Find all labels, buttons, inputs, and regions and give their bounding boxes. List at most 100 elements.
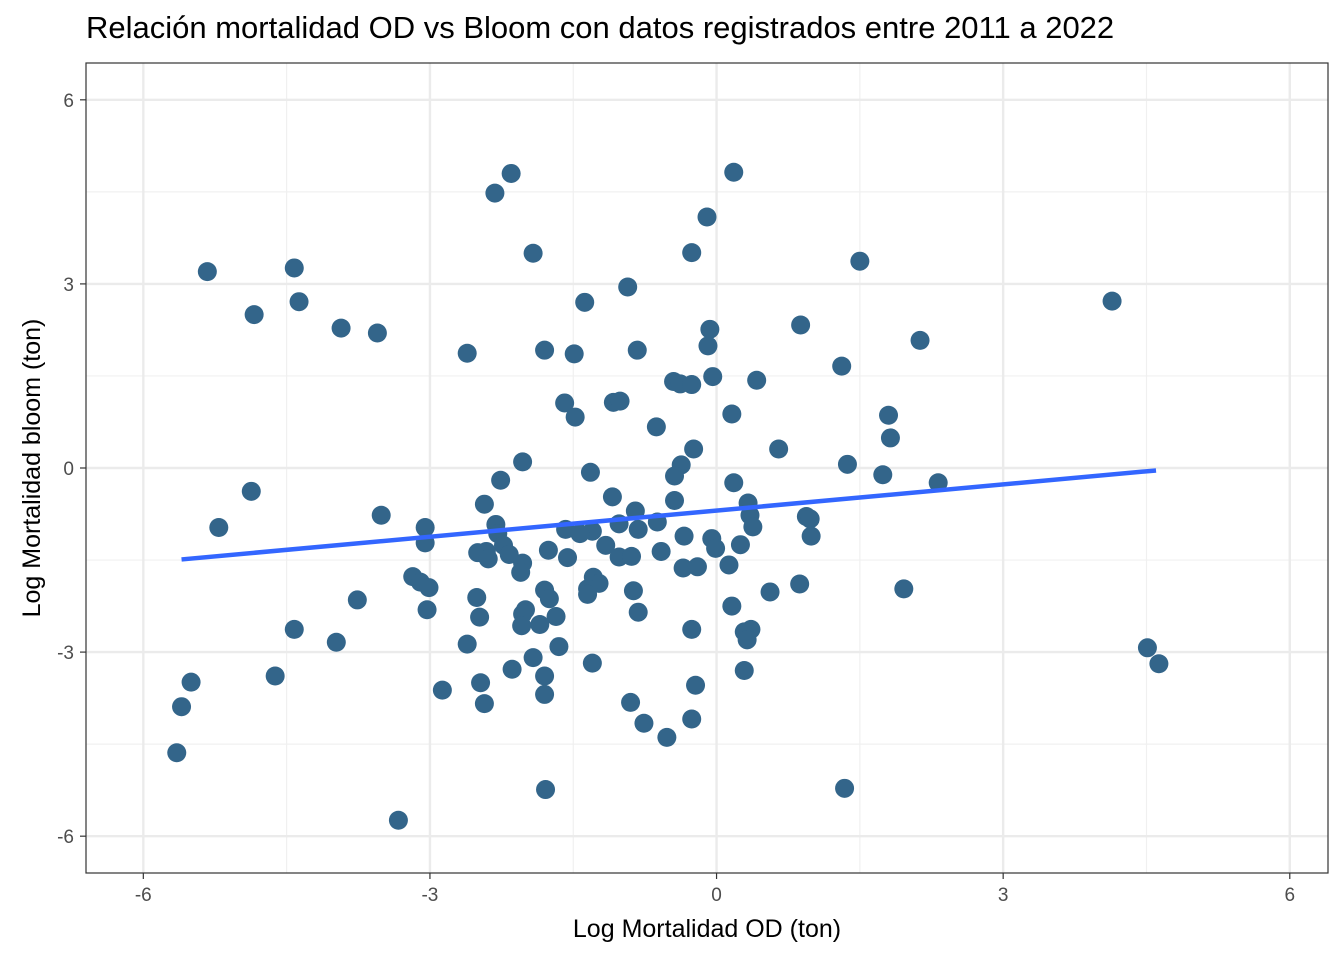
data-point <box>602 487 622 507</box>
data-point <box>800 509 820 529</box>
data-point <box>265 666 285 686</box>
data-point <box>703 367 723 387</box>
data-point <box>646 417 666 437</box>
chart-title: Relación mortalidad OD vs Bloom con dato… <box>86 10 1115 45</box>
data-point <box>596 535 616 555</box>
trend-line <box>181 468 1157 562</box>
trendline-group <box>181 468 1157 562</box>
data-point <box>928 473 948 493</box>
data-point <box>536 780 556 800</box>
data-point <box>511 562 531 582</box>
data-point <box>172 697 192 717</box>
data-point <box>879 405 899 425</box>
data-point <box>719 555 739 575</box>
data-point <box>244 305 264 325</box>
data-point <box>760 582 780 602</box>
data-point <box>687 557 707 577</box>
data-point <box>284 258 304 278</box>
data-point <box>682 375 702 395</box>
data-point <box>367 323 387 343</box>
data-point <box>549 637 569 657</box>
data-point <box>535 684 555 704</box>
data-point <box>513 452 533 472</box>
axis-ticks: -6 -3 0 3 6 -6 -3 0 3 6 <box>57 91 1295 906</box>
data-point <box>623 581 643 601</box>
data-point <box>627 340 647 360</box>
data-point <box>734 661 754 680</box>
data-point <box>580 462 600 482</box>
data-point <box>417 600 437 620</box>
y-tick-label: 6 <box>63 91 74 112</box>
data-point <box>474 494 494 514</box>
x-tick-label: -6 <box>135 885 152 906</box>
data-point <box>539 589 559 609</box>
data-point <box>478 549 498 569</box>
data-point <box>835 778 855 798</box>
data-point <box>181 672 201 692</box>
data-point <box>502 659 522 679</box>
x-tick-label: 6 <box>1284 885 1295 906</box>
data-point <box>419 578 439 598</box>
data-point <box>674 526 694 546</box>
data-point <box>628 519 648 539</box>
data-point <box>197 262 217 282</box>
data-point <box>538 540 558 560</box>
data-point <box>790 574 810 594</box>
data-point <box>894 579 914 599</box>
data-point <box>700 319 720 339</box>
y-tick-label: -6 <box>57 827 74 848</box>
x-tick-label: -3 <box>421 885 438 906</box>
data-point <box>1149 654 1169 674</box>
data-point <box>621 692 641 712</box>
y-tick-label: -3 <box>57 643 74 664</box>
data-point <box>1102 291 1122 311</box>
data-point <box>523 243 543 263</box>
data-point <box>512 616 532 636</box>
data-point <box>535 340 555 360</box>
data-point <box>331 318 351 338</box>
data-point <box>284 619 304 639</box>
x-tick-label: 0 <box>711 885 722 906</box>
grid <box>86 63 1328 873</box>
data-point <box>706 538 726 558</box>
data-point <box>801 526 821 546</box>
data-point <box>737 630 757 650</box>
data-point <box>837 454 857 474</box>
data-point <box>684 439 704 459</box>
data-point <box>457 343 477 363</box>
data-point <box>326 632 346 652</box>
y-tick-label: 0 <box>63 459 74 480</box>
data-point <box>628 602 648 622</box>
data-point <box>682 619 702 639</box>
data-point <box>665 466 685 486</box>
data-point <box>722 404 742 424</box>
data-point <box>618 277 638 297</box>
data-point <box>530 614 550 634</box>
data-point <box>769 439 789 459</box>
data-point <box>634 713 654 733</box>
data-point <box>651 541 671 561</box>
data-point <box>432 680 452 700</box>
data-point <box>565 407 585 427</box>
data-point <box>747 370 767 390</box>
data-point <box>724 473 744 493</box>
data-point <box>665 491 685 511</box>
data-point <box>564 344 584 364</box>
data-point <box>686 675 706 695</box>
y-axis-title: Log Mortalidad bloom (ton) <box>18 319 46 618</box>
data-point <box>241 481 261 501</box>
y-tick-label: 3 <box>63 275 74 296</box>
data-point <box>474 694 494 714</box>
data-point <box>724 162 744 182</box>
data-point <box>582 653 602 673</box>
data-point <box>535 666 555 686</box>
data-point <box>682 243 702 263</box>
data-point <box>730 535 750 555</box>
data-point <box>722 596 742 616</box>
data-point <box>470 607 490 627</box>
data-point <box>501 163 521 183</box>
data-point <box>657 727 677 747</box>
data-point <box>610 391 630 411</box>
data-point <box>1137 638 1157 658</box>
data-point <box>682 709 702 729</box>
